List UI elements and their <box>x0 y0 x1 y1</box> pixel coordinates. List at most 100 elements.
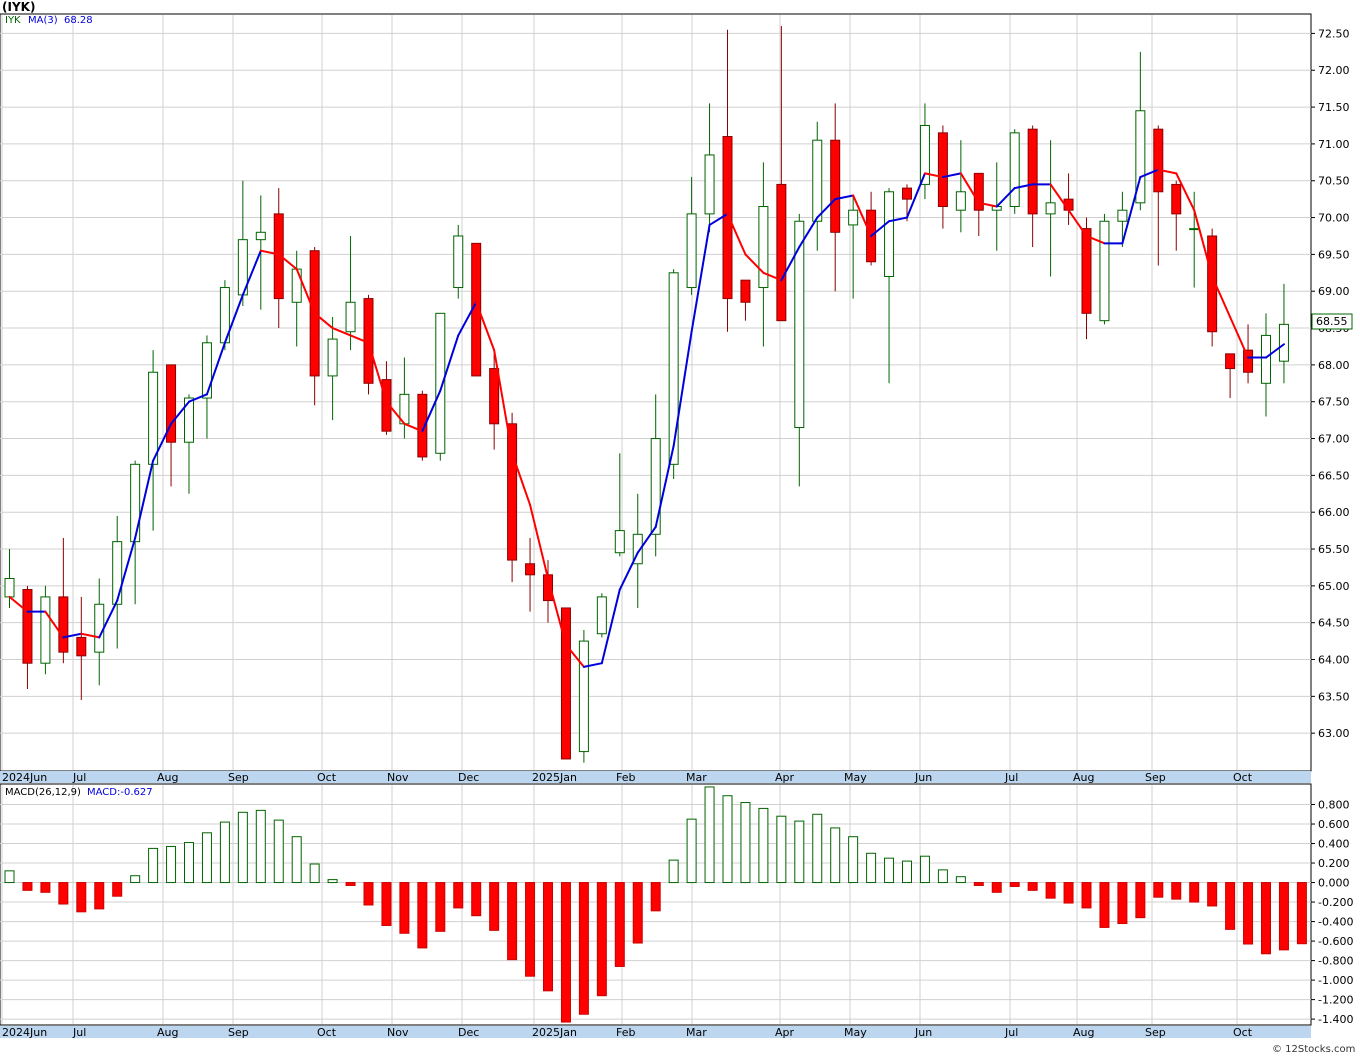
ma-segment <box>564 643 585 668</box>
candle-body-down <box>740 279 751 303</box>
macd-tick-label: -0.600 <box>1318 935 1353 948</box>
ma-segment <box>1265 343 1285 359</box>
macd-bar-negative <box>525 882 536 977</box>
macd-bar-negative <box>1171 882 1182 900</box>
month-label: 2024Jun <box>2 771 47 784</box>
candle-body-up <box>1117 209 1128 222</box>
symbol-title: (IYK) <box>2 0 35 14</box>
macd-bar-negative <box>453 882 464 909</box>
ma-segment <box>205 341 226 396</box>
candle-body-up <box>794 220 805 428</box>
macd-bar-positive <box>722 795 733 884</box>
macd-bar-negative <box>1207 882 1218 907</box>
month-label: Apr <box>775 771 795 784</box>
ma-segment <box>959 172 980 204</box>
month-label: Feb <box>616 1026 635 1039</box>
macd-bar-negative <box>1027 882 1038 891</box>
legend-ma-label: MA(3) <box>28 15 58 26</box>
macd-bar-negative <box>417 882 428 949</box>
candle-body-down <box>1243 349 1254 373</box>
candle-body-up <box>112 541 123 605</box>
price-tick-label: 72.00 <box>1318 64 1350 77</box>
price-tick-label: 63.00 <box>1318 727 1350 740</box>
macd-bar-negative <box>1099 882 1110 928</box>
ma-segment <box>941 172 962 179</box>
macd-tick-label: 0.600 <box>1318 818 1350 831</box>
ma-segment <box>547 577 567 646</box>
macd-bar-positive <box>812 813 823 884</box>
candle-body-up <box>453 235 464 289</box>
ma-segment <box>152 422 173 462</box>
ma-segment <box>816 198 837 219</box>
legend-symbol: IYK <box>5 15 21 26</box>
ma-segment <box>654 444 675 528</box>
month-label: Jun <box>914 771 932 784</box>
month-label: Jul <box>1004 1026 1018 1039</box>
ma-segment <box>1193 209 1214 278</box>
price-tick-label: 66.50 <box>1318 469 1350 482</box>
macd-bar-negative <box>1135 882 1146 919</box>
month-label: Apr <box>775 1026 795 1039</box>
legend-macd-value: MACD:-0.627 <box>87 787 153 798</box>
candle-body-down <box>902 187 912 200</box>
candle-body-down <box>776 183 787 322</box>
macd-bar-positive <box>166 845 177 884</box>
ma-segment <box>582 662 603 668</box>
ma-segment <box>8 595 29 613</box>
candle-body-down <box>1081 228 1092 314</box>
macd-bar-positive <box>4 870 15 884</box>
ma-segment <box>241 249 262 296</box>
ma-segment <box>331 327 352 337</box>
macd-bar-positive <box>848 836 859 884</box>
watermark: © 12Stocks.com <box>1272 1044 1355 1055</box>
macd-bar-negative <box>1296 882 1307 945</box>
macd-bar-negative <box>1243 882 1254 945</box>
month-label: Jun <box>914 1026 932 1039</box>
macd-bar-negative <box>381 882 392 926</box>
macd-bar-negative <box>991 882 1002 893</box>
candle-body-up <box>130 463 141 543</box>
legend-macd-label: MACD(26,12,9) <box>5 787 81 798</box>
price-tick-label: 65.50 <box>1318 543 1350 556</box>
month-label: Oct <box>1233 771 1253 784</box>
macd-bar-negative <box>471 882 482 917</box>
ma-segment <box>1085 234 1106 245</box>
macd-bar-positive <box>668 859 679 884</box>
ma-segment <box>421 389 442 433</box>
price-tick-label: 67.50 <box>1318 396 1350 409</box>
candle-body-down <box>76 636 87 657</box>
price-tick-label: 70.50 <box>1318 175 1350 188</box>
month-label: May <box>844 1026 867 1039</box>
ma-segment <box>762 271 783 282</box>
macd-bar-negative <box>1063 882 1074 904</box>
macd-bar-negative <box>543 882 553 992</box>
ma-segment <box>852 194 873 237</box>
macd-bars <box>4 786 1307 1023</box>
ma-segment <box>529 503 549 580</box>
macd-bar-positive <box>291 836 302 884</box>
candle-body-up <box>1261 334 1271 384</box>
macd-bar-negative <box>1117 882 1128 925</box>
candle-body-up <box>40 596 51 664</box>
price-tick-label: 67.00 <box>1318 433 1350 446</box>
candle-body-down <box>1171 183 1182 215</box>
ma-segment <box>906 172 926 219</box>
macd-bar-positive <box>184 842 194 884</box>
ma-segment <box>1121 176 1142 245</box>
ma-segment <box>134 459 155 539</box>
candle-body-up <box>632 533 643 565</box>
macd-tick-label: -0.400 <box>1318 916 1353 929</box>
macd-tick-label: 0.400 <box>1318 838 1350 851</box>
candle-body-down <box>560 607 571 760</box>
ma-segment <box>511 452 532 506</box>
candle-body-down <box>973 172 984 211</box>
ma-segment <box>870 220 891 237</box>
candle-body-down <box>22 589 33 664</box>
candle-body-up <box>1135 110 1146 204</box>
ma-segment <box>1229 316 1250 359</box>
macd-bar-positive <box>237 811 248 884</box>
ma-segment <box>888 216 908 223</box>
ma-segment <box>439 334 460 392</box>
macd-bar-positive <box>776 815 787 884</box>
